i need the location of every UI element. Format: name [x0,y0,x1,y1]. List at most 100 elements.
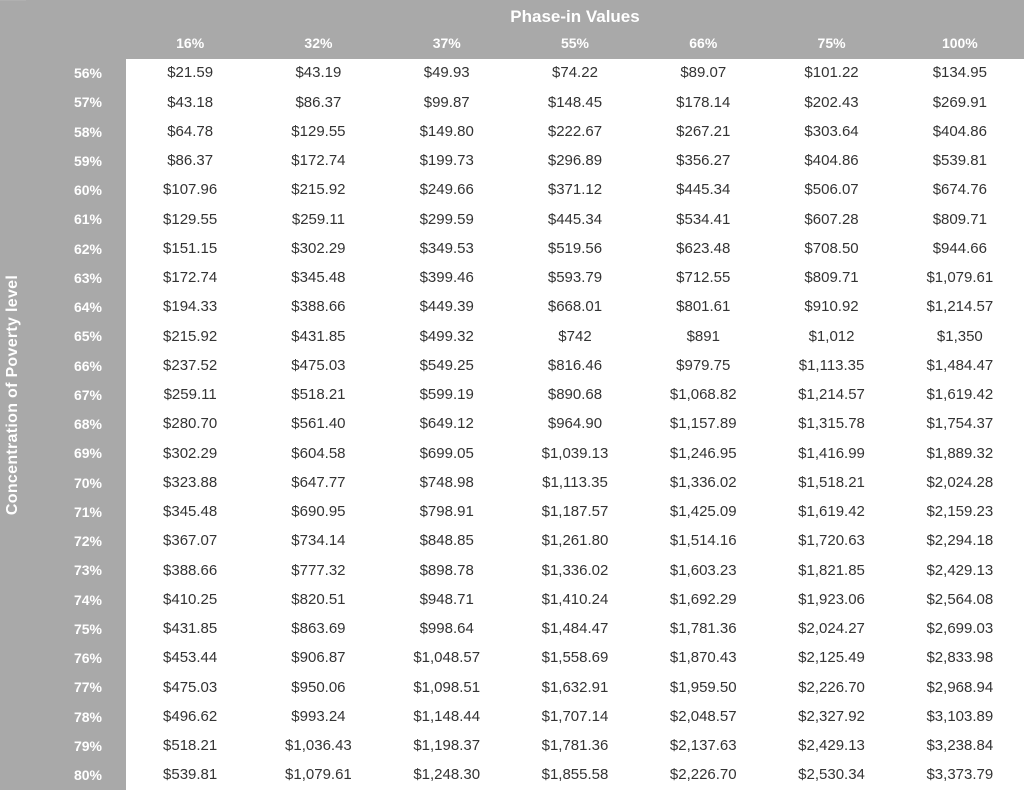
data-cell: $431.85 [254,322,382,351]
data-cell: $404.86 [767,147,895,176]
row-header: 70% [26,468,126,497]
data-cell: $475.03 [254,351,382,380]
data-cell: $1,619.42 [896,381,1024,410]
data-cell: $1,754.37 [896,410,1024,439]
table-wrapper: Concentration of Poverty level Phase-in … [0,0,1024,790]
data-cell: $734.14 [254,527,382,556]
col-header: 55% [511,32,639,59]
data-cell: $742 [511,322,639,351]
phase-in-table: Phase-in Values 16% 32% 37% 55% 66% 75% … [26,0,1024,790]
data-cell: $2,530.34 [767,761,895,790]
table-row: 68%$280.70$561.40$649.12$964.90$1,157.89… [26,410,1024,439]
data-cell: $1,870.43 [639,644,767,673]
data-cell: $172.74 [254,147,382,176]
corner-cell [26,0,126,59]
data-cell: $1,692.29 [639,585,767,614]
data-cell: $798.91 [383,498,511,527]
row-header: 63% [26,264,126,293]
data-cell: $259.11 [254,205,382,234]
data-cell: $21.59 [126,59,254,88]
data-cell: $1,707.14 [511,702,639,731]
data-cell: $809.71 [896,205,1024,234]
data-cell: $1,350 [896,322,1024,351]
row-header: 71% [26,498,126,527]
data-cell: $1,039.13 [511,439,639,468]
data-cell: $1,336.02 [511,556,639,585]
data-cell: $86.37 [126,147,254,176]
data-cell: $267.21 [639,117,767,146]
row-header: 62% [26,234,126,263]
table-row: 61%$129.55$259.11$299.59$445.34$534.41$6… [26,205,1024,234]
table-row: 62%$151.15$302.29$349.53$519.56$623.48$7… [26,234,1024,263]
data-cell: $1,157.89 [639,410,767,439]
data-cell: $129.55 [126,205,254,234]
data-cell: $388.66 [126,556,254,585]
data-cell: $2,159.23 [896,498,1024,527]
data-cell: $299.59 [383,205,511,234]
data-cell: $222.67 [511,117,639,146]
row-header: 66% [26,351,126,380]
data-cell: $404.86 [896,117,1024,146]
table-row: 59%$86.37$172.74$199.73$296.89$356.27$40… [26,147,1024,176]
data-cell: $345.48 [126,498,254,527]
table-row: 65%$215.92$431.85$499.32$742$891$1,012$1… [26,322,1024,351]
data-cell: $2,024.27 [767,615,895,644]
data-cell: $1,821.85 [767,556,895,585]
data-cell: $809.71 [767,264,895,293]
data-cell: $539.81 [896,147,1024,176]
data-cell: $2,564.08 [896,585,1024,614]
data-cell: $2,137.63 [639,732,767,761]
data-cell: $561.40 [254,410,382,439]
row-header: 80% [26,761,126,790]
data-cell: $1,336.02 [639,468,767,497]
data-cell: $453.44 [126,644,254,673]
data-cell: $898.78 [383,556,511,585]
data-cell: $891 [639,322,767,351]
data-cell: $1,098.51 [383,673,511,702]
data-cell: $1,315.78 [767,410,895,439]
table-row: 76%$453.44$906.87$1,048.57$1,558.69$1,87… [26,644,1024,673]
data-grid: Phase-in Values 16% 32% 37% 55% 66% 75% … [26,0,1024,790]
data-cell: $43.18 [126,88,254,117]
col-header: 75% [767,32,895,59]
data-cell: $237.52 [126,351,254,380]
y-axis-label: Concentration of Poverty level [0,0,26,790]
data-cell: $674.76 [896,176,1024,205]
data-cell: $1,148.44 [383,702,511,731]
data-cell: $1,214.57 [767,381,895,410]
row-header: 77% [26,673,126,702]
data-cell: $777.32 [254,556,382,585]
data-cell: $2,833.98 [896,644,1024,673]
data-cell: $1,923.06 [767,585,895,614]
data-cell: $107.96 [126,176,254,205]
data-cell: $1,855.58 [511,761,639,790]
data-cell: $1,079.61 [254,761,382,790]
data-cell: $519.56 [511,234,639,263]
row-header: 78% [26,702,126,731]
data-cell: $593.79 [511,264,639,293]
data-cell: $708.50 [767,234,895,263]
data-cell: $1,113.35 [511,468,639,497]
data-cell: $2,294.18 [896,527,1024,556]
data-cell: $280.70 [126,410,254,439]
data-cell: $303.64 [767,117,895,146]
row-header: 72% [26,527,126,556]
data-cell: $506.07 [767,176,895,205]
data-cell: $1,720.63 [767,527,895,556]
data-cell: $623.48 [639,234,767,263]
data-cell: $518.21 [126,732,254,761]
row-header: 79% [26,732,126,761]
row-header: 74% [26,585,126,614]
data-cell: $1,514.16 [639,527,767,556]
data-cell: $1,248.30 [383,761,511,790]
data-cell: $1,425.09 [639,498,767,527]
table-row: 80%$539.81$1,079.61$1,248.30$1,855.58$2,… [26,761,1024,790]
table-title: Phase-in Values [126,0,1024,32]
data-cell: $910.92 [767,293,895,322]
data-cell: $964.90 [511,410,639,439]
data-cell: $199.73 [383,147,511,176]
table-row: 58%$64.78$129.55$149.80$222.67$267.21$30… [26,117,1024,146]
data-cell: $1,261.80 [511,527,639,556]
data-cell: $1,246.95 [639,439,767,468]
row-header: 65% [26,322,126,351]
